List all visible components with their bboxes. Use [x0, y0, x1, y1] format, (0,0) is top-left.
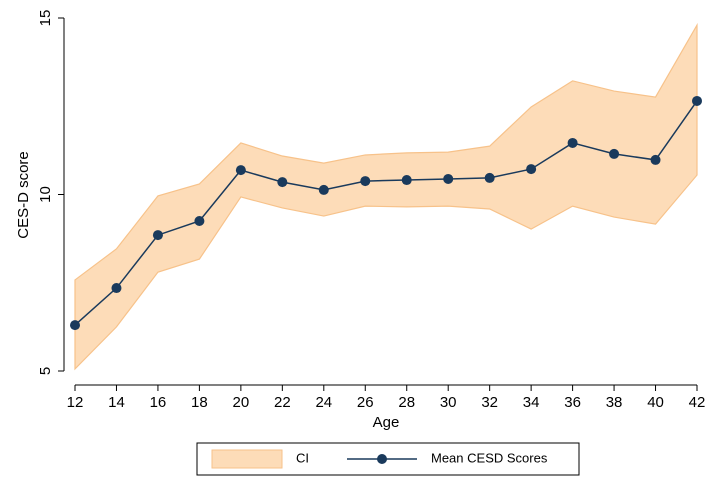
mean-line — [74, 100, 698, 326]
mean-marker — [443, 173, 454, 184]
x-axis-label: Age — [373, 414, 400, 431]
x-tick-label: 22 — [274, 394, 291, 411]
mean-marker — [484, 172, 495, 183]
x-tick-label: 28 — [398, 394, 415, 411]
mean-marker — [401, 175, 412, 186]
mean-marker — [360, 176, 371, 187]
mean-marker — [650, 154, 661, 165]
mean-marker — [70, 320, 80, 331]
y-tick-label: 15 — [37, 10, 54, 27]
y-tick-label: 10 — [37, 186, 54, 203]
mean-marker — [277, 177, 288, 188]
legend-marker — [377, 454, 387, 464]
mean-marker — [567, 137, 578, 148]
mean-marker — [692, 95, 702, 106]
y-axis-label: CES-D score — [15, 151, 32, 239]
x-tick-label: 20 — [233, 394, 250, 411]
x-tick-label: 42 — [689, 394, 706, 411]
mean-marker — [111, 283, 122, 294]
mean-marker — [152, 230, 163, 241]
x-tick-label: 34 — [523, 394, 540, 411]
legend-label: CI — [296, 450, 309, 465]
legend-label: Mean CESD Scores — [431, 450, 548, 465]
mean-marker — [609, 148, 620, 159]
x-tick-label: 18 — [191, 394, 208, 411]
x-tick-label: 32 — [481, 394, 498, 411]
x-tick-label: 14 — [108, 394, 125, 411]
x-tick-label: 12 — [67, 394, 84, 411]
mean-marker — [194, 215, 205, 226]
x-tick-label: 26 — [357, 394, 374, 411]
x-tick-label: 40 — [647, 394, 664, 411]
x-tick-label: 36 — [564, 394, 581, 411]
x-tick-label: 24 — [315, 394, 332, 411]
x-tick-label: 16 — [150, 394, 167, 411]
x-tick-label: 38 — [606, 394, 623, 411]
mean-marker — [235, 165, 246, 176]
ci-band — [74, 22, 698, 371]
y-tick-label: 5 — [37, 367, 54, 375]
x-tick-label: 30 — [440, 394, 457, 411]
mean-marker — [318, 184, 329, 195]
legend-swatch — [211, 449, 283, 469]
mean-marker — [526, 164, 537, 175]
